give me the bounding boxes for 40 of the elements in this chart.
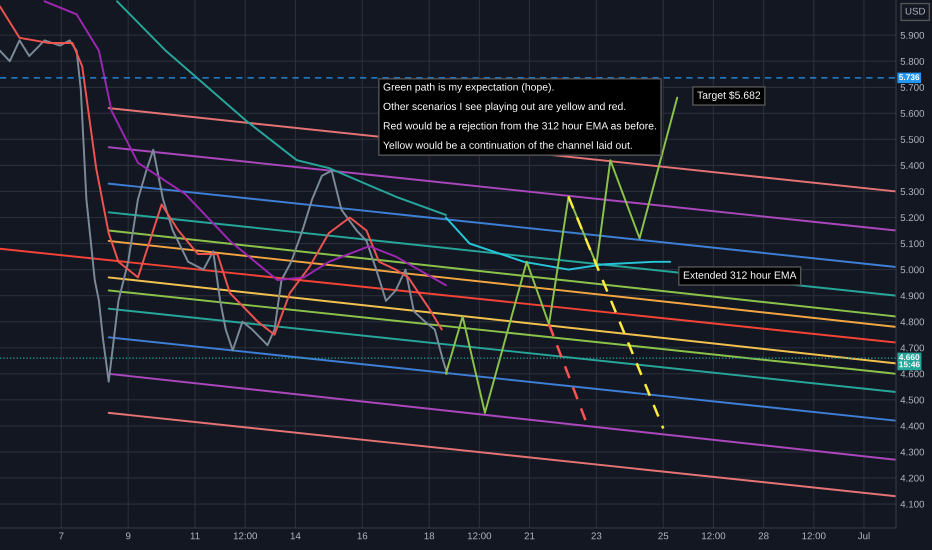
- x-tick-label: 18: [424, 532, 434, 540]
- x-tick-label: 14: [290, 532, 301, 540]
- x-tick-label: 12:00: [234, 532, 258, 540]
- x-tick-label: 23: [591, 532, 602, 540]
- y-tick-label: 5.400: [900, 162, 924, 170]
- y-tick-label: 4.600: [900, 370, 924, 378]
- y-tick-label: 4.100: [900, 500, 924, 508]
- x-tick-label: 28: [758, 532, 769, 540]
- x-tick-label: Jul: [858, 532, 870, 540]
- y-tick-label: 4.800: [900, 318, 924, 326]
- annotation: Extended 312 hour EMA: [684, 271, 796, 279]
- y-tick-label: 5.300: [900, 188, 924, 196]
- x-tick-label: 21: [524, 532, 534, 540]
- x-tick-label: 12:00: [702, 532, 726, 540]
- y-tick-label: 4.900: [900, 292, 924, 300]
- y-tick-label: 4.700: [900, 344, 924, 352]
- x-tick-label: 7: [59, 532, 64, 540]
- y-tick-label: 5.100: [900, 240, 924, 248]
- y-tick-label: 5.800: [900, 58, 924, 65]
- ref-line-label: 5.736: [899, 74, 920, 80]
- x-tick-label: 12:00: [468, 532, 492, 540]
- x-tick-label: 9: [126, 532, 130, 540]
- y-tick-label: 4.200: [900, 474, 924, 482]
- y-tick-label: 5.900: [900, 32, 924, 39]
- text: USD: [906, 8, 926, 15]
- y-tick-label: 5.600: [900, 110, 924, 117]
- x-tick-label: 25: [658, 532, 668, 540]
- annotation: Target $5.682: [697, 91, 760, 101]
- y-tick-label: 4.400: [900, 422, 924, 430]
- x-tick-label: 12:00: [802, 532, 826, 540]
- y-tick-label: 4.300: [900, 448, 924, 456]
- y-tick-label: 5.200: [900, 214, 924, 222]
- y-tick-label: 5.000: [900, 266, 924, 274]
- y-tick-label: 5.700: [900, 84, 924, 91]
- x-tick-label: 11: [190, 532, 200, 540]
- y-tick-label: 4.500: [900, 396, 924, 404]
- ref-line-label: 4.660 15:46: [898, 354, 920, 368]
- x-tick-label: 16: [358, 532, 368, 540]
- y-tick-label: 5.500: [900, 136, 924, 143]
- annotation: Green path is my expectation (hope). Other scenarios I see playing out are yellow and red. Red would be a rejection from the 312 hour EMA as before. Yellow would be a continuation of the channel laid out.: [383, 83, 656, 149]
